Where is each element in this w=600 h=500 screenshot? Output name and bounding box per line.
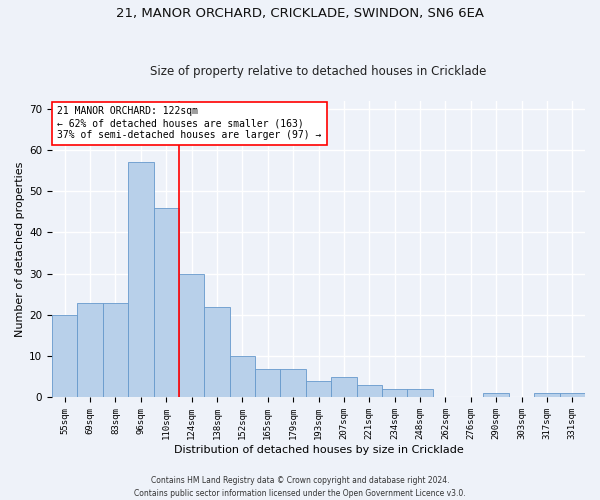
Bar — [204, 306, 230, 398]
Text: 21 MANOR ORCHARD: 122sqm
← 62% of detached houses are smaller (163)
37% of semi-: 21 MANOR ORCHARD: 122sqm ← 62% of detach… — [58, 106, 322, 140]
Y-axis label: Number of detached properties: Number of detached properties — [15, 162, 25, 336]
Bar — [230, 356, 255, 398]
Bar — [77, 302, 103, 398]
Bar — [154, 208, 179, 398]
Bar — [407, 389, 433, 398]
Bar — [534, 394, 560, 398]
Bar — [306, 381, 331, 398]
Bar — [52, 315, 77, 398]
Bar — [331, 377, 356, 398]
Text: Contains HM Land Registry data © Crown copyright and database right 2024.
Contai: Contains HM Land Registry data © Crown c… — [134, 476, 466, 498]
Title: Size of property relative to detached houses in Cricklade: Size of property relative to detached ho… — [151, 66, 487, 78]
Bar — [179, 274, 204, 398]
Bar — [128, 162, 154, 398]
Bar — [280, 368, 306, 398]
X-axis label: Distribution of detached houses by size in Cricklade: Distribution of detached houses by size … — [173, 445, 463, 455]
Bar — [356, 385, 382, 398]
Bar — [560, 394, 585, 398]
Bar — [484, 394, 509, 398]
Text: 21, MANOR ORCHARD, CRICKLADE, SWINDON, SN6 6EA: 21, MANOR ORCHARD, CRICKLADE, SWINDON, S… — [116, 8, 484, 20]
Bar — [103, 302, 128, 398]
Bar — [255, 368, 280, 398]
Bar — [382, 389, 407, 398]
